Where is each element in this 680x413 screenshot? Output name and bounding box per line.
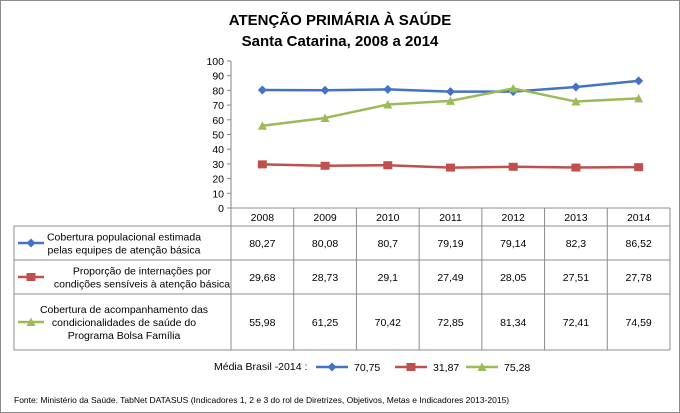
- y-tick-label: 50: [212, 130, 224, 142]
- average-legend-marker: [406, 363, 416, 371]
- data-point: [257, 121, 267, 130]
- table-cell-value: 61,25: [312, 317, 338, 329]
- series-name: pelas equipes de atenção básica: [48, 245, 201, 257]
- table-cell-value: 74,59: [626, 317, 652, 329]
- average-markers: 70,75 31,87 75,28: [316, 362, 530, 374]
- data-point: [383, 161, 393, 170]
- average-label: Média Brasil -2014 :: [214, 361, 308, 373]
- y-tick-label: 40: [212, 144, 224, 156]
- data-point: [383, 99, 393, 109]
- data-point: [571, 97, 581, 106]
- table-cell-value: 72,85: [437, 317, 463, 329]
- x-tick-label: 2013: [564, 212, 588, 224]
- legend-marker: [26, 238, 36, 248]
- table-cell-value: 28,73: [312, 272, 338, 284]
- data-point: [320, 113, 330, 122]
- table-cell-value: 80,08: [312, 238, 338, 250]
- table-cell-value: 79,14: [500, 238, 526, 250]
- table-cell-value: 81,34: [500, 317, 526, 329]
- legend-marker: [26, 317, 36, 326]
- table-cell-value: 29,1: [378, 272, 399, 284]
- table-cell-value: 27,78: [626, 272, 652, 284]
- table-cell-value: 70,42: [375, 317, 401, 329]
- y-tick-label: 70: [212, 100, 224, 112]
- average-legend-marker: [327, 362, 337, 372]
- table-cell-value: 86,52: [626, 238, 652, 250]
- chart-title: ATENÇÃO PRIMÁRIA À SAÚDE: [228, 12, 452, 29]
- y-tick-label: 20: [212, 174, 224, 186]
- data-point: [320, 161, 330, 170]
- data-point: [508, 83, 518, 93]
- data-point: [446, 87, 455, 97]
- y-tick-label: 0: [218, 203, 224, 215]
- y-tick-label: 90: [212, 71, 224, 83]
- x-tick-label: 2014: [627, 212, 651, 224]
- legend-marker: [26, 273, 36, 281]
- table-cell-value: 82,3: [566, 238, 587, 250]
- data-point: [446, 96, 455, 105]
- table-cell-value: 27,51: [563, 272, 589, 284]
- table-cell-value: 28,05: [500, 272, 526, 284]
- data-point: [446, 163, 455, 172]
- y-tick-label: 80: [212, 85, 224, 97]
- x-tick-label: 2011: [439, 212, 462, 224]
- series-name: condições sensíveis à atenção básica: [54, 279, 230, 291]
- chart-subtitle: Santa Catarina, 2008 a 2014: [241, 33, 439, 50]
- line-chart-with-table: 0 10 20 30 40 50 60 70 80 90 100 2008 2009 2010 2011 20…: [13, 56, 671, 351]
- brazil-average-legend: Média Brasil -2014 : 70,75 31,87 75,28: [0, 359, 680, 379]
- data-point: [634, 93, 644, 103]
- source-note: Fonte: Ministério da Saúde. TabNet DATAS…: [14, 395, 510, 405]
- data-point: [571, 163, 581, 172]
- average-legend-marker: [477, 362, 487, 371]
- y-tick-label: 30: [212, 159, 224, 171]
- table-cell-value: 79,19: [437, 238, 463, 250]
- data-point: [634, 163, 644, 172]
- table-cell-value: 29,68: [249, 272, 275, 284]
- data-point: [383, 84, 393, 94]
- table-cell-value: 80,27: [249, 238, 275, 250]
- x-tick-label: 2009: [313, 212, 337, 224]
- y-tick-label: 60: [212, 115, 224, 127]
- series-name: Programa Bolsa Família: [68, 330, 181, 342]
- y-tick-label: 10: [212, 188, 224, 200]
- data-point: [571, 82, 581, 92]
- data-point: [634, 76, 644, 86]
- x-tick-label: 2012: [502, 212, 526, 224]
- table-cell-value: 55,98: [249, 317, 275, 329]
- series-name: Proporção de internações por: [73, 266, 212, 278]
- x-tick-label: 2010: [376, 212, 400, 224]
- y-tick-label: 100: [206, 56, 224, 68]
- x-tick-label: 2008: [251, 212, 275, 224]
- table-cell-value: 72,41: [563, 317, 589, 329]
- series-name: Cobertura populacional estimada: [47, 232, 201, 244]
- average-value: 31,87: [433, 362, 459, 374]
- data-point: [508, 162, 518, 171]
- data-point: [320, 85, 330, 95]
- series-name: condicionalidades de saúde do: [52, 317, 196, 329]
- average-value: 70,75: [354, 362, 380, 374]
- table-cell-value: 27,49: [437, 272, 463, 284]
- table-cell-value: 80,7: [378, 238, 399, 250]
- data-point: [257, 160, 267, 169]
- series-name: Cobertura de acompanhamento das: [40, 304, 208, 316]
- data-point: [257, 85, 267, 95]
- average-value: 75,28: [504, 362, 530, 374]
